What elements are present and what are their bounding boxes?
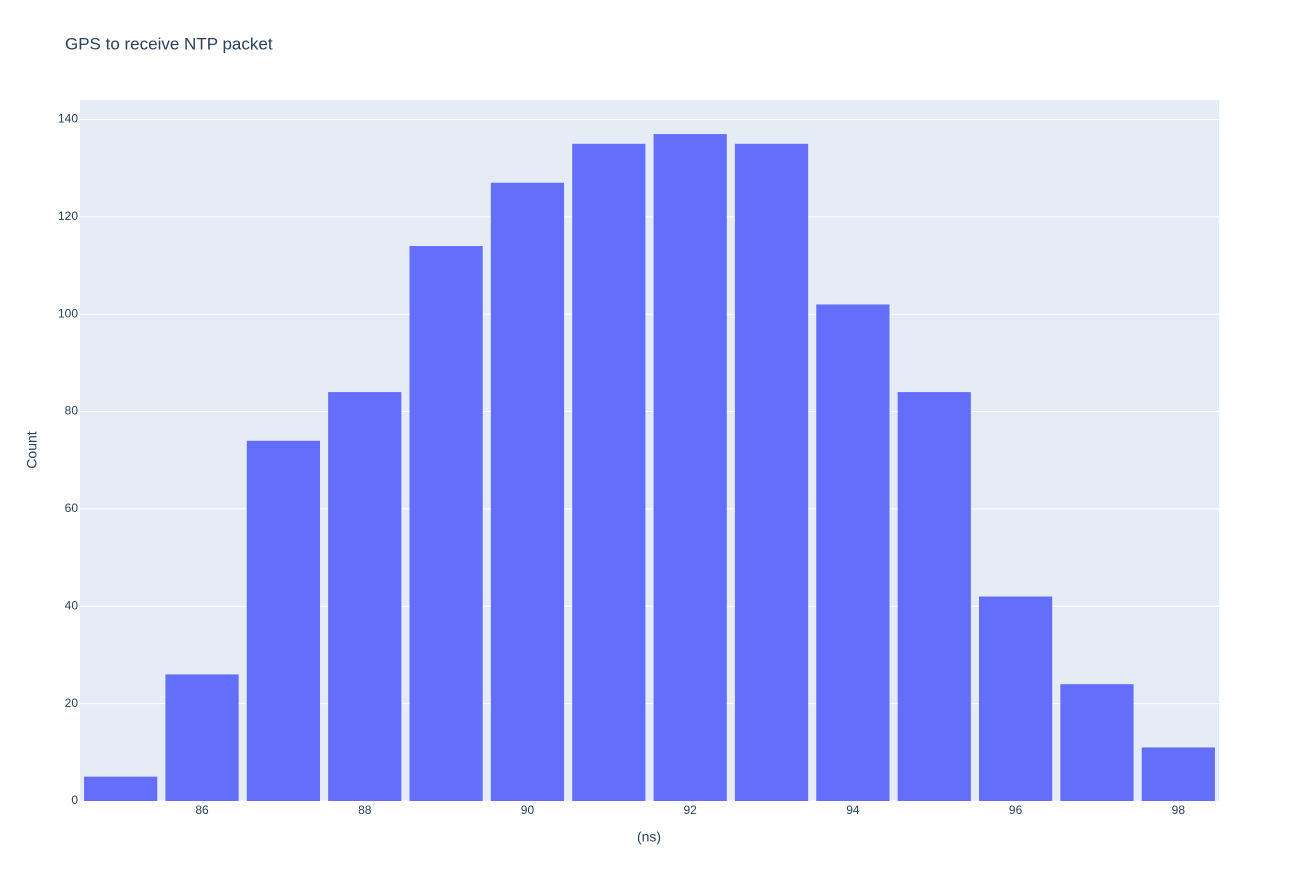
bar — [1060, 684, 1134, 801]
y-tick-label: 100 — [58, 306, 78, 320]
y-tick-label: 60 — [65, 501, 79, 515]
chart-title: GPS to receive NTP packet — [65, 34, 273, 53]
y-axis-title: Count — [24, 431, 40, 468]
bar — [1141, 747, 1215, 801]
x-tick-label: 98 — [1172, 803, 1186, 817]
y-tick-label: 140 — [58, 112, 78, 126]
x-tick-label: 90 — [521, 803, 535, 817]
x-tick-label: 88 — [358, 803, 372, 817]
bar — [328, 392, 402, 801]
x-tick-label: 92 — [683, 803, 697, 817]
x-tick-label: 96 — [1009, 803, 1023, 817]
bar — [409, 246, 483, 801]
bar — [653, 134, 727, 801]
y-tick-label: 80 — [65, 404, 79, 418]
bar — [816, 304, 890, 801]
y-tick-label: 0 — [71, 793, 78, 807]
y-tick-label: 40 — [65, 598, 79, 612]
bar — [490, 182, 565, 801]
x-tick-label: 94 — [846, 803, 860, 817]
bar — [978, 596, 1053, 801]
bar — [897, 392, 971, 801]
bar — [734, 143, 809, 801]
x-axis-title: (ns) — [637, 829, 661, 845]
bar — [572, 143, 646, 801]
bar — [246, 440, 321, 801]
y-tick-label: 20 — [65, 696, 79, 710]
bar — [84, 776, 158, 801]
y-tick-label: 120 — [58, 209, 78, 223]
bar — [165, 674, 239, 801]
x-tick-label: 86 — [195, 803, 209, 817]
